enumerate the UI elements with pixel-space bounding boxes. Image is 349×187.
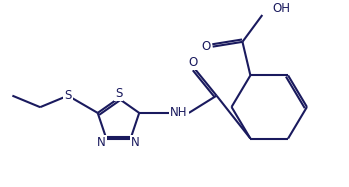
Text: O: O bbox=[188, 56, 198, 69]
Text: NH: NH bbox=[170, 106, 188, 119]
Text: S: S bbox=[115, 87, 122, 100]
Text: OH: OH bbox=[272, 2, 290, 15]
Text: S: S bbox=[64, 89, 72, 102]
Text: N: N bbox=[97, 136, 106, 149]
Text: O: O bbox=[201, 40, 210, 53]
Text: N: N bbox=[131, 136, 140, 149]
